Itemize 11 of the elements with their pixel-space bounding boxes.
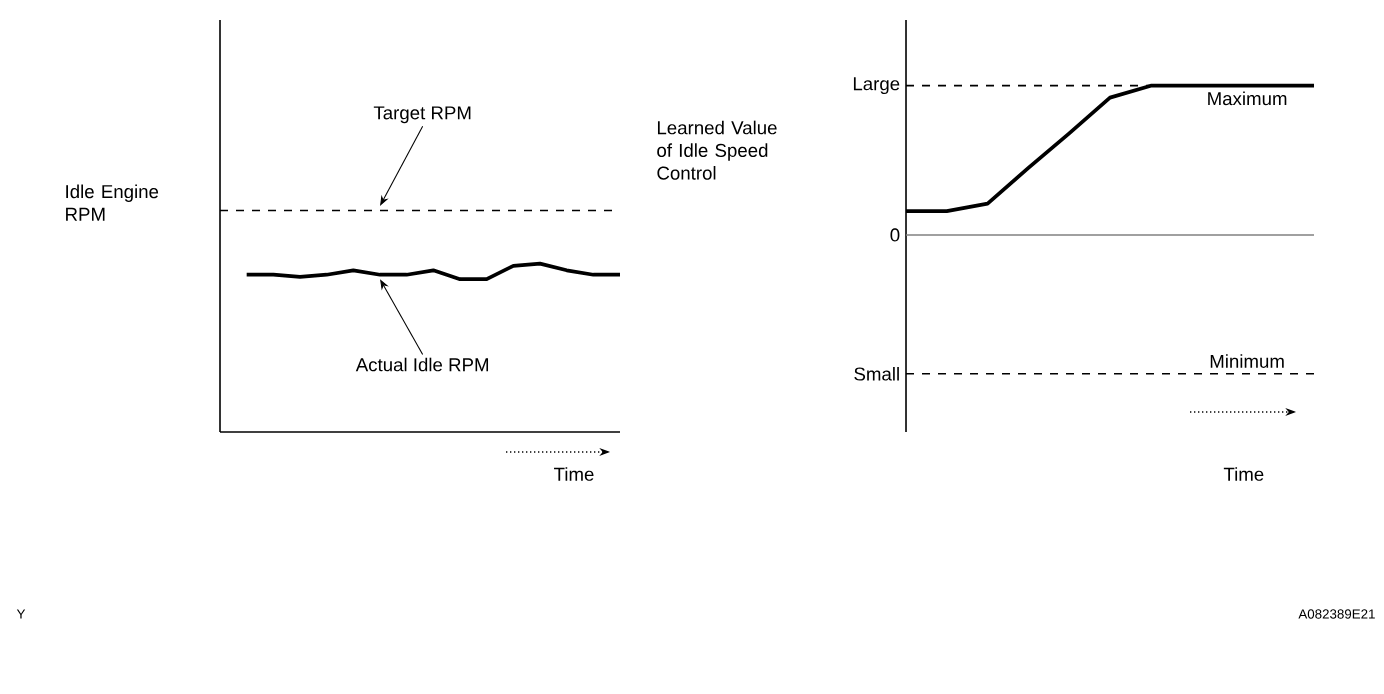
x-axis-title: Time bbox=[554, 467, 594, 481]
ref-line-label: Maximum bbox=[1208, 91, 1287, 106]
text: 0 bbox=[890, 228, 900, 242]
x-axis-title: Time bbox=[1223, 467, 1264, 481]
ref-line-label: Minimum bbox=[1210, 354, 1284, 368]
y-axis-title: Learned Value of Idle Speed Control bbox=[657, 120, 777, 180]
text: Small bbox=[854, 366, 899, 381]
text: Target RPM bbox=[373, 106, 471, 124]
text: Large bbox=[853, 77, 900, 95]
y-axis-title: Idle Engine RPM bbox=[66, 184, 159, 221]
text: Actual Idle RPM bbox=[355, 357, 489, 372]
